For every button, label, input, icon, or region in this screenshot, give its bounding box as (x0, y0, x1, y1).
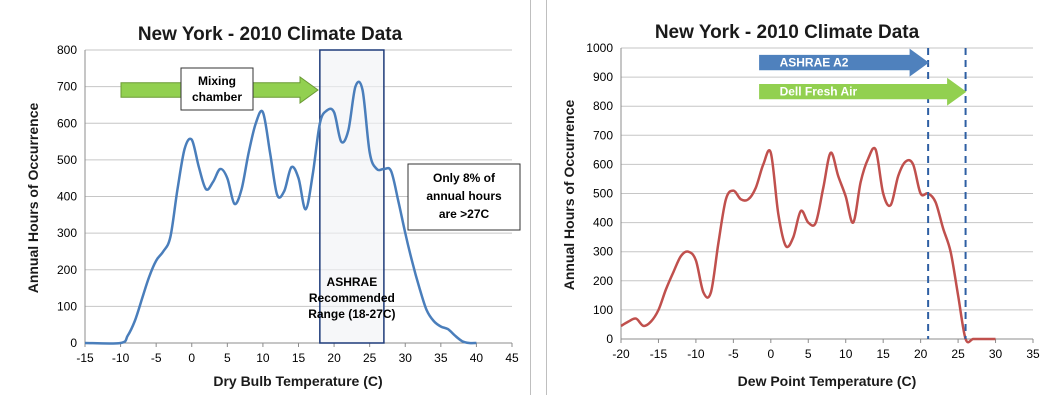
x-tick-label: -10 (687, 347, 705, 361)
threshold-arrow-label: Dell Fresh Air (780, 85, 858, 99)
y-tick-label: 200 (57, 263, 77, 277)
x-tick-label: -5 (151, 351, 162, 365)
y-tick-label: 100 (57, 299, 77, 313)
x-tick-label: -5 (728, 347, 739, 361)
threshold-arrow (759, 48, 929, 77)
dry-bulb-chart-panel: New York - 2010 Climate Data 0 100 200 300 4… (25, 0, 531, 395)
mixing-label-box (180, 67, 254, 111)
y-tick-labels: 0 100 200 300 400 500 600 700 800 900 1000 (586, 41, 613, 346)
x-axis-label: Dry Bulb Temperature (C) (213, 373, 382, 389)
x-tick-label: 25 (951, 347, 965, 361)
dew-point-chart: New York - 2010 Climate Data 01002003004… (561, 22, 1040, 389)
y-tick-label: 400 (593, 216, 613, 230)
x-tick-label: 15 (877, 347, 891, 361)
x-tick-label: 10 (839, 347, 853, 361)
y-tick-label: 900 (593, 70, 613, 84)
gridlines (84, 49, 513, 347)
x-tick-label: -15 (76, 351, 94, 365)
x-tick-label: 5 (224, 351, 231, 365)
x-tick-label: 30 (989, 347, 1003, 361)
mixing-arrow: Mixing chamber (120, 67, 319, 111)
dew-point-chart-panel: New York - 2010 Climate Data 0 100 200 300 4… (546, 0, 1061, 395)
x-tick-label: 5 (805, 347, 812, 361)
y-tick-label: 800 (593, 99, 613, 113)
x-tick-label: 0 (767, 347, 774, 361)
y-tick-label: 700 (593, 128, 613, 142)
x-tick-label: 35 (1026, 347, 1040, 361)
y-tick-label: 600 (593, 157, 613, 171)
note-text: Only 8% of annual hours are >27C (426, 171, 502, 221)
mixing-label: Mixing chamber (192, 74, 242, 104)
y-tick-label: 500 (593, 187, 613, 201)
chart-title: New York - 2010 Climate Data (138, 24, 403, 45)
y-tick-label: 800 (57, 43, 77, 57)
threshold-arrow (759, 77, 967, 106)
x-tick-labels: -20 -15 -10 -5 0 5 10 15 20 25 30 35 (612, 347, 1040, 361)
x-tick-label: -15 (650, 347, 668, 361)
y-tick-label: 400 (57, 190, 77, 204)
x-tick-label: 25 (363, 351, 377, 365)
range-label: ASHRAE Recommended Range (18-27C) (308, 275, 395, 321)
y-tick-label: 500 (57, 153, 77, 167)
x-tick-label: -20 (612, 347, 630, 361)
y-tick-label: 200 (593, 274, 613, 288)
x-tick-label: 0 (188, 351, 195, 365)
x-tick-label: 30 (399, 351, 413, 365)
x-tick-labels: -15 -10 -5 0 5 10 15 20 25 30 35 40 45 (76, 351, 519, 365)
percent-note: Only 8% of annual hours are >27C (407, 163, 521, 231)
y-tick-label: 100 (593, 303, 613, 317)
y-tick-label: 700 (57, 80, 77, 94)
x-tick-label: 15 (292, 351, 306, 365)
note-box (407, 163, 521, 231)
y-tick-label: 0 (606, 332, 613, 346)
threshold-arrow-label: ASHRAE A2 (780, 56, 849, 70)
x-tick-label: 35 (434, 351, 448, 365)
x-tick-label: 10 (256, 351, 270, 365)
x-tick-label: -10 (112, 351, 130, 365)
y-tick-labels: 0 100 200 300 400 500 600 700 800 (57, 43, 77, 350)
y-axis-label: Annual Hours of Occurrence (25, 102, 41, 293)
x-tick-label: 40 (470, 351, 484, 365)
x-tick-label: 45 (505, 351, 519, 365)
y-axis-label: Annual Hours of Occurrence (561, 99, 577, 290)
chart-title: New York - 2010 Climate Data (655, 22, 920, 43)
x-tick-label: 20 (327, 351, 341, 365)
y-tick-label: 600 (57, 116, 77, 130)
series-line (84, 80, 477, 345)
y-tick-label: 0 (70, 336, 77, 350)
dry-bulb-chart: New York - 2010 Climate Data 01002003004… (25, 24, 521, 389)
y-tick-label: 300 (57, 226, 77, 240)
x-tick-label: 20 (914, 347, 928, 361)
x-axis-label: Dew Point Temperature (C) (738, 373, 917, 389)
y-tick-label: 1000 (586, 41, 613, 55)
series-line (620, 146, 996, 344)
threshold-arrows: ASHRAE A2 Dell Fresh Air (759, 48, 967, 106)
y-tick-label: 300 (593, 245, 613, 259)
